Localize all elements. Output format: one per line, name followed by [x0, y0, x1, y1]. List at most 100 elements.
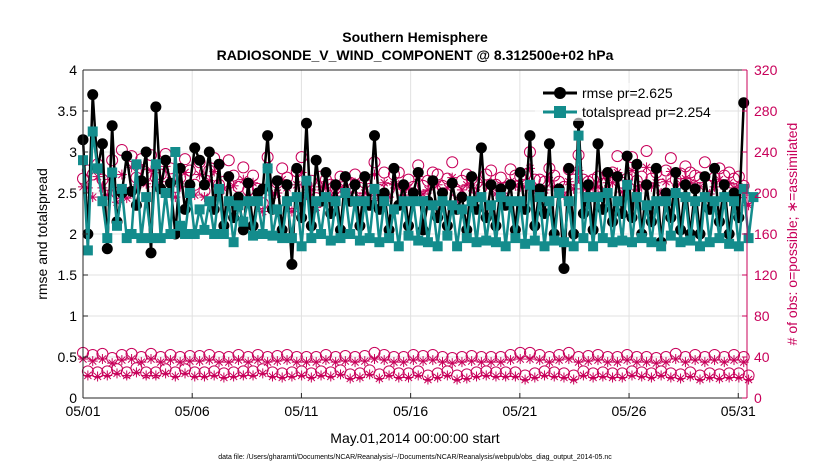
obs-assimilated-point-low: [660, 357, 671, 368]
totalspread-point: [544, 196, 555, 207]
asterisk-stroke: [263, 358, 272, 367]
totalspread-point: [500, 241, 511, 252]
totalspread-point: [432, 241, 443, 252]
asterisk-stroke: [681, 358, 690, 367]
obs-assimilated-point-low: [248, 370, 259, 381]
y-tick-label: 0.5: [58, 349, 78, 365]
obs-assimilated-point-low: [476, 357, 487, 368]
asterisk-stroke: [224, 358, 233, 367]
asterisk-stroke: [550, 372, 559, 381]
totalspread-point: [316, 229, 327, 239]
legend-label-rmse: rmse pr=2.625: [582, 85, 673, 101]
obs-assimilated-point-low: [131, 367, 142, 378]
totalspread-point: [719, 192, 730, 203]
rmse-point: [330, 179, 342, 191]
obs-assimilated-point-low: [214, 357, 225, 368]
totalspread-point: [534, 192, 545, 203]
y-axis-label: rmse and totalspread: [34, 168, 50, 300]
rmse-point: [670, 167, 682, 178]
totalspread-point: [335, 233, 346, 244]
totalspread-point: [626, 237, 637, 248]
totalspread-point: [228, 237, 239, 248]
totalspread-point: [325, 235, 336, 246]
obs-assimilated-point-low: [670, 354, 681, 365]
obs-assimilated-point-low: [685, 371, 696, 382]
asterisk-stroke: [326, 372, 335, 381]
obs-assimilated-point-low: [146, 354, 157, 365]
y-tick-label: 1.5: [58, 267, 78, 283]
obs-assimilated-point-low: [563, 354, 574, 365]
asterisk-stroke: [249, 371, 257, 380]
asterisk-stroke: [244, 358, 253, 367]
asterisk-stroke: [540, 371, 549, 380]
totalspread-point: [437, 196, 448, 207]
asterisk-stroke: [414, 371, 423, 380]
totalspread-point: [243, 196, 254, 207]
obs-assimilated-point-low: [116, 355, 127, 366]
rmse-point: [354, 220, 366, 232]
asterisk-stroke: [181, 369, 189, 378]
obs-possible-point: [698, 156, 711, 169]
totalspread-point: [622, 179, 633, 190]
asterisk-stroke: [594, 356, 602, 364]
totalspread-point: [641, 200, 652, 211]
totalspread-point: [733, 241, 744, 252]
asterisk-stroke: [385, 371, 393, 380]
asterisk-stroke: [501, 372, 510, 381]
totalspread-point: [602, 188, 613, 198]
totalspread-point: [359, 196, 370, 207]
obs-assimilated-point-low: [379, 355, 390, 366]
asterisk-stroke: [453, 375, 461, 384]
x-tick-label: 05/06: [175, 403, 210, 419]
asterisk-stroke: [195, 357, 204, 365]
rmse-point: [631, 158, 643, 170]
rmse-point: [592, 138, 604, 150]
y-tick-label: 4: [69, 62, 77, 78]
asterisk-stroke: [137, 358, 146, 367]
obs-assimilated-point-low: [398, 357, 409, 368]
totalspread-point: [471, 237, 482, 248]
obs-assimilated-point-low: [282, 355, 293, 366]
x-tick-label: 05/31: [721, 403, 756, 419]
rmse-point: [242, 177, 254, 189]
obs-assimilated-point-low: [529, 372, 540, 383]
obs-assimilated-point-low: [612, 357, 623, 368]
obs-assimilated-point-low: [311, 357, 322, 368]
asterisk-stroke: [98, 355, 107, 363]
rmse-point: [194, 154, 206, 166]
asterisk-stroke: [686, 372, 695, 381]
obs-possible-point: [222, 154, 235, 167]
asterisk-stroke: [171, 372, 180, 381]
obs-assimilated-point-low: [437, 357, 448, 368]
totalspread-point: [724, 238, 735, 249]
totalspread-point: [709, 196, 720, 207]
obs-assimilated-point-low: [252, 355, 263, 366]
obs-assimilated-point-low: [233, 355, 244, 366]
asterisk-stroke: [545, 358, 554, 367]
totalspread-point: [141, 192, 152, 203]
asterisk-stroke: [254, 356, 262, 364]
totalspread-point: [403, 230, 414, 241]
totalspread-point: [379, 196, 390, 207]
y2-tick-label: 120: [754, 267, 778, 283]
y2-tick-label: 280: [754, 103, 778, 119]
obs-assimilated-point-low: [510, 371, 521, 382]
asterisk-stroke: [370, 355, 379, 363]
asterisk-stroke: [628, 371, 636, 380]
obs-assimilated-point-low: [194, 356, 205, 367]
obs-assimilated-point-low: [597, 371, 608, 382]
totalspread-point: [597, 233, 608, 244]
totalspread-point: [398, 196, 409, 207]
obs-assimilated-point-low: [126, 354, 137, 365]
obs-assimilated-point-low: [690, 355, 701, 366]
obs-assimilated-point-low: [223, 357, 234, 368]
obs-assimilated-point-low: [549, 371, 560, 382]
obs-assimilated-point-low: [150, 370, 161, 381]
totalspread-point: [578, 233, 589, 244]
obs-assimilated-point: [660, 176, 671, 187]
totalspread-point: [194, 204, 205, 215]
y2-tick-label: 80: [754, 308, 770, 324]
obs-assimilated-point-low: [452, 374, 463, 385]
rmse-point: [641, 179, 653, 191]
totalspread-point: [481, 235, 492, 246]
